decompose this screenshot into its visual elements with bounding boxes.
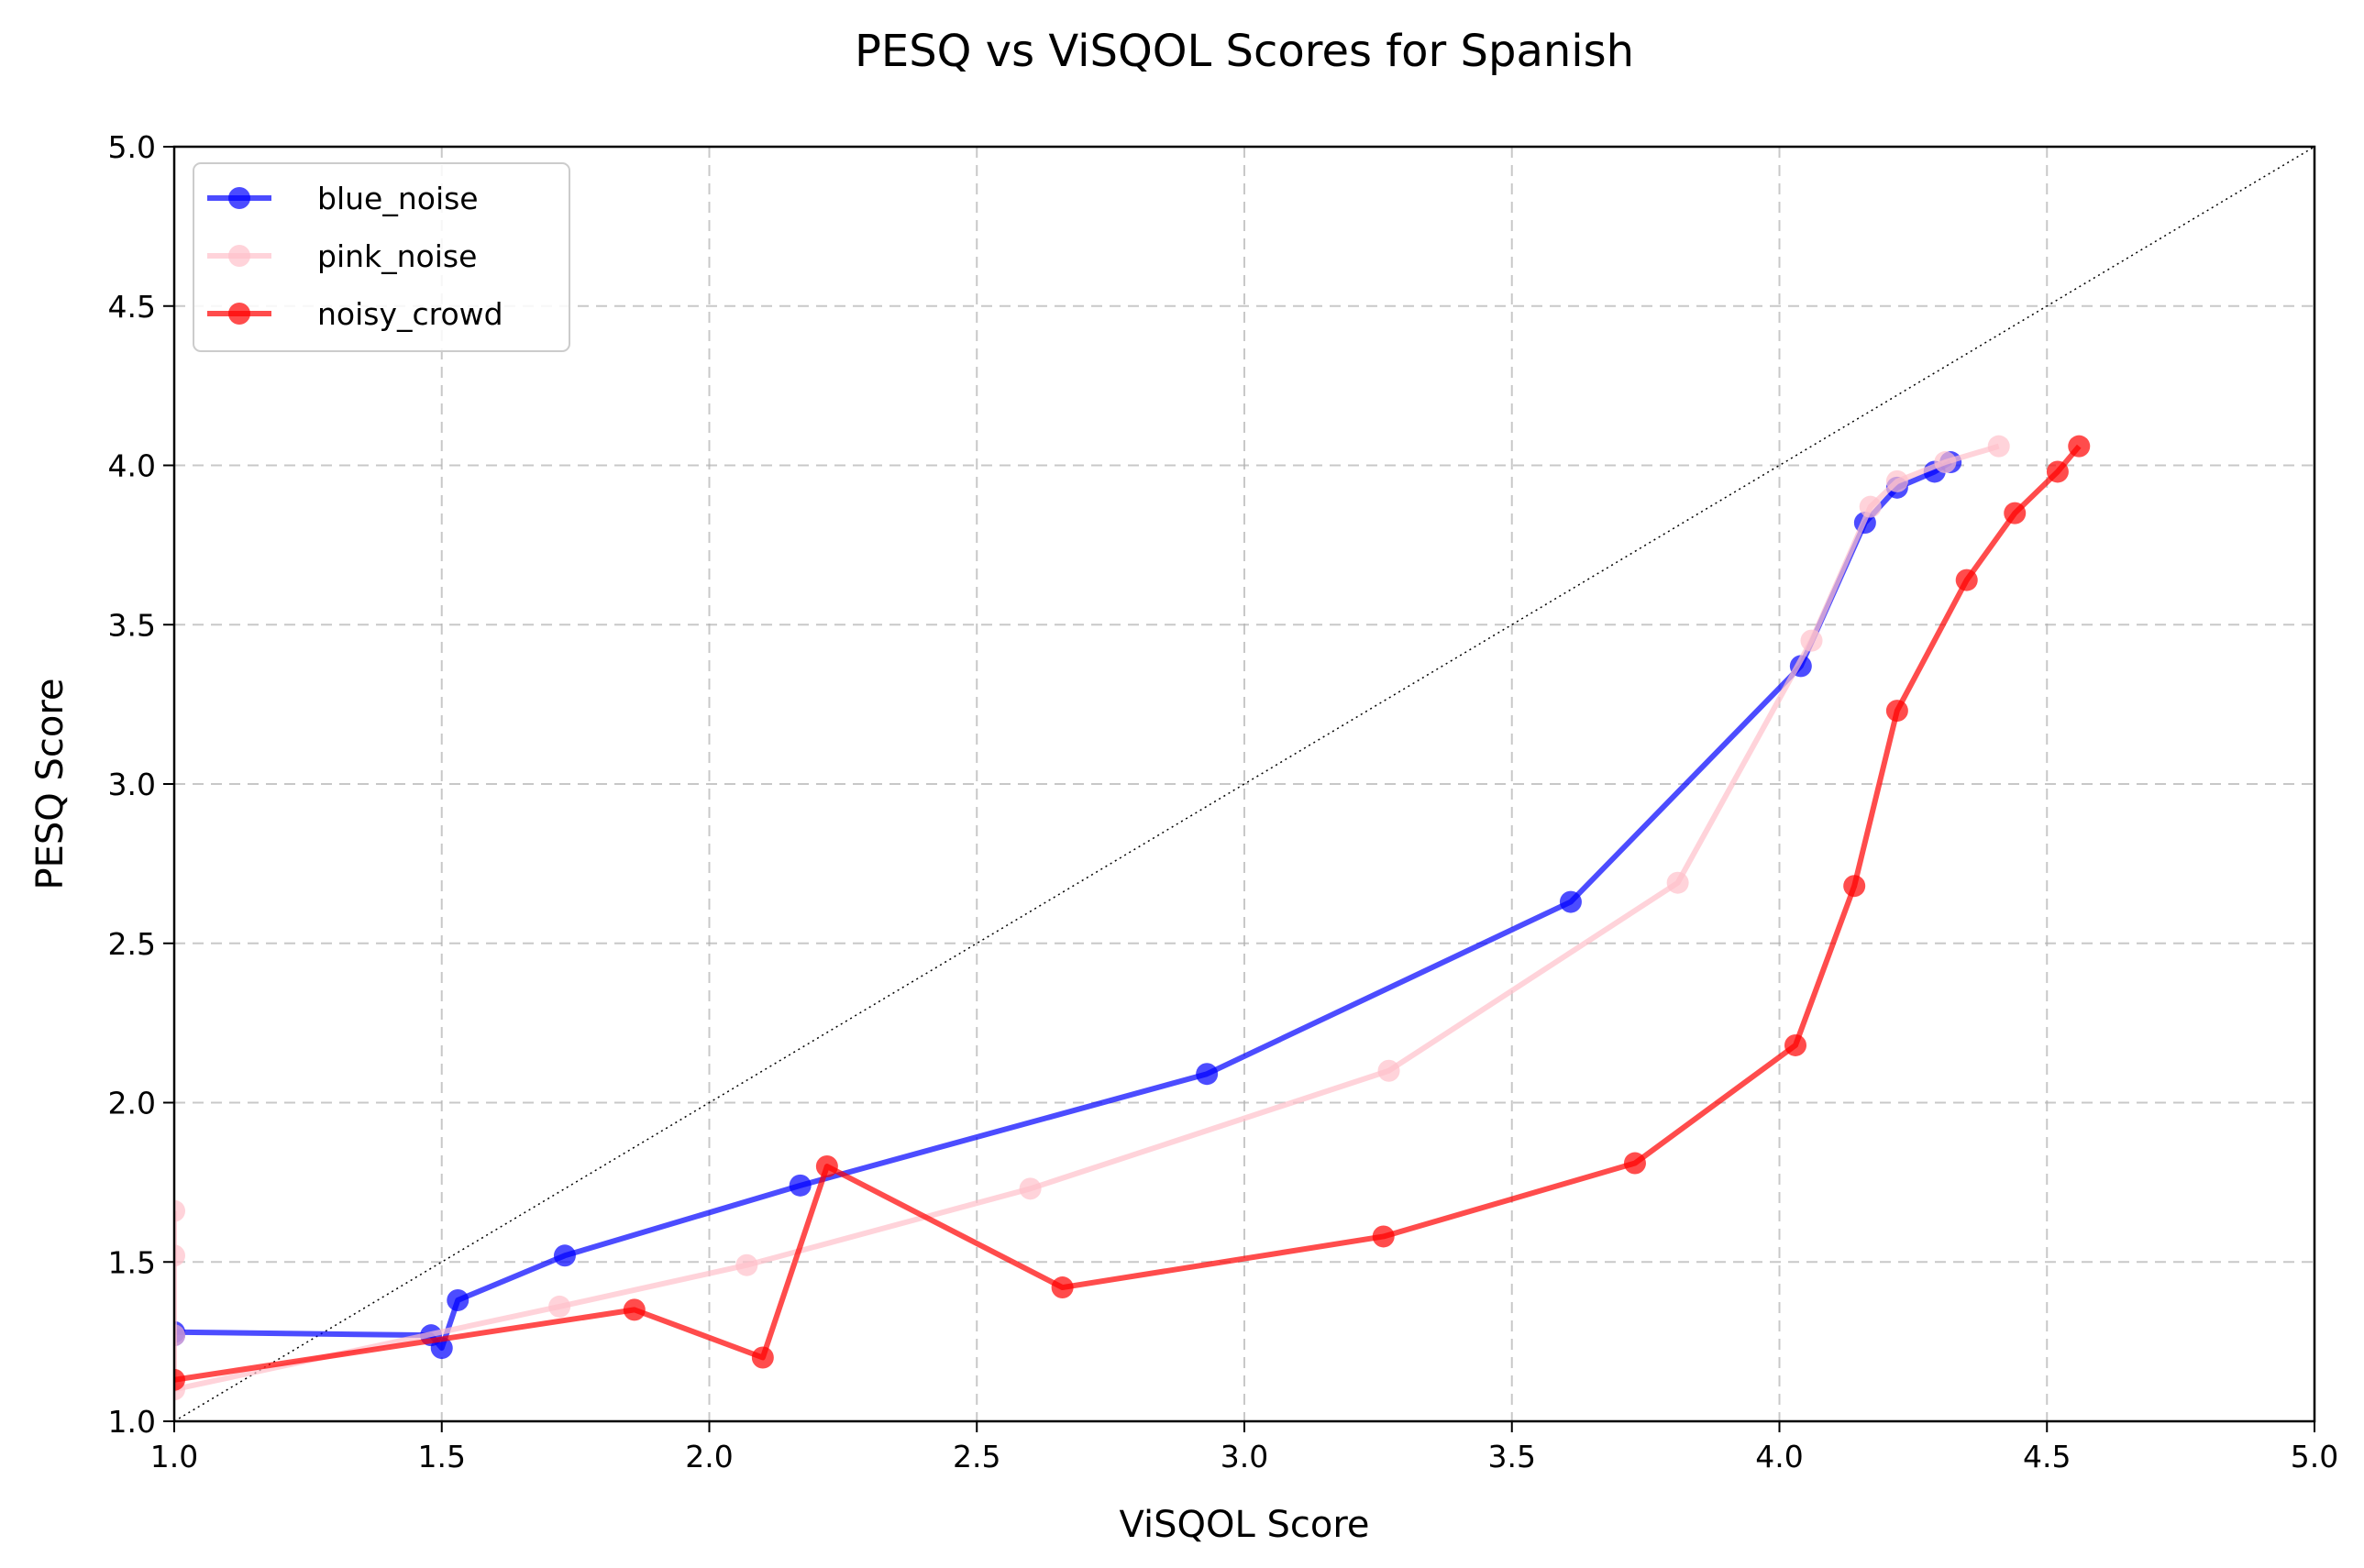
legend-swatch-marker [228, 303, 250, 325]
data-point-pink_noise [1800, 629, 1823, 652]
y-axis-ticks: 1.0 1.5 2.0 2.5 3.0 3.5 4.0 4.5 5.0 [108, 129, 174, 1440]
chart-title: PESQ vs ViSQOL Scores for Spanish [855, 26, 1634, 77]
x-tick-label: 1.0 [150, 1439, 198, 1474]
data-point-pink_noise [1987, 435, 2010, 458]
x-tick-label: 3.5 [1488, 1439, 1536, 1474]
data-point-noisy_crowd [815, 1155, 838, 1177]
data-point-pink_noise [1859, 495, 1882, 518]
data-point-pink_noise [174, 1324, 185, 1347]
data-point-noisy_crowd [1843, 875, 1866, 898]
legend-label: blue_noise [317, 181, 479, 216]
reference-line-group [174, 147, 2314, 1421]
x-tick-label: 5.0 [2291, 1439, 2338, 1474]
y-tick-label: 1.0 [108, 1404, 156, 1440]
x-axis-ticks: 1.0 1.5 2.0 2.5 3.0 3.5 4.0 4.5 5.0 [150, 1421, 2338, 1474]
y-axis-label: PESQ Score [29, 678, 72, 889]
data-point-noisy_crowd [1784, 1033, 1807, 1056]
y-tick-label: 1.5 [108, 1244, 156, 1280]
data-point-blue_noise [1196, 1063, 1219, 1086]
data-point-noisy_crowd [1885, 700, 1908, 723]
x-tick-label: 1.5 [418, 1439, 466, 1474]
series-noisy_crowd [174, 435, 2091, 1391]
legend-swatch-marker [228, 245, 250, 267]
data-point-pink_noise [548, 1295, 571, 1318]
data-point-pink_noise [1666, 871, 1689, 894]
data-point-blue_noise [553, 1244, 576, 1267]
data-point-noisy_crowd [1955, 569, 1978, 591]
data-point-pink_noise [735, 1253, 758, 1276]
reference-line [174, 147, 2314, 1421]
data-point-blue_noise [789, 1174, 812, 1197]
legend-label: noisy_crowd [317, 296, 503, 332]
y-tick-label: 5.0 [108, 129, 156, 165]
series-pink_noise [174, 435, 2010, 1401]
data-point-pink_noise [1377, 1059, 1400, 1082]
legend: blue_noise pink_noise noisy_crowd [193, 162, 570, 352]
x-tick-label: 4.5 [2023, 1439, 2071, 1474]
x-axis-label: ViSQOL Score [1120, 1504, 1370, 1546]
data-point-noisy_crowd [2046, 460, 2069, 483]
data-point-pink_noise [1019, 1177, 1042, 1200]
legend-item-blue_noise: blue_noise [207, 181, 479, 216]
y-tick-label: 4.5 [108, 289, 156, 325]
data-point-blue_noise [447, 1288, 469, 1311]
y-tick-label: 2.5 [108, 926, 156, 962]
data-point-noisy_crowd [2004, 502, 2027, 525]
data-point-noisy_crowd [623, 1298, 646, 1321]
y-tick-label: 3.0 [108, 767, 156, 802]
x-tick-label: 4.0 [1755, 1439, 1803, 1474]
legend-item-pink_noise: pink_noise [207, 238, 477, 274]
y-tick-label: 2.0 [108, 1086, 156, 1121]
data-point-pink_noise [1885, 469, 1908, 492]
legend-box [193, 162, 570, 352]
data-point-noisy_crowd [1051, 1276, 1074, 1299]
data-point-pink_noise [174, 1244, 185, 1267]
legend-swatch-marker [228, 187, 250, 209]
data-point-blue_noise [1559, 890, 1582, 913]
x-tick-label: 3.0 [1221, 1439, 1268, 1474]
legend-item-noisy_crowd: noisy_crowd [207, 296, 503, 332]
series-group [174, 435, 2091, 1401]
y-tick-label: 4.0 [108, 448, 156, 484]
data-point-pink_noise [174, 1199, 185, 1222]
data-point-noisy_crowd [174, 1368, 185, 1391]
data-point-pink_noise [1934, 451, 1957, 474]
data-point-noisy_crowd [751, 1346, 774, 1369]
series-line-noisy_crowd [174, 444, 2082, 1383]
data-point-noisy_crowd [1372, 1225, 1395, 1248]
data-point-noisy_crowd [1623, 1152, 1646, 1175]
y-tick-label: 3.5 [108, 607, 156, 643]
legend-label: pink_noise [317, 238, 477, 274]
x-tick-label: 2.5 [953, 1439, 1000, 1474]
x-tick-label: 2.0 [685, 1439, 733, 1474]
data-point-noisy_crowd [2068, 435, 2091, 458]
